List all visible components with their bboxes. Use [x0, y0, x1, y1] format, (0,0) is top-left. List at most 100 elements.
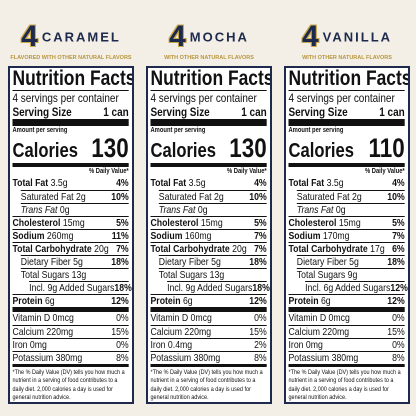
- rule: [12, 364, 129, 367]
- flavor-name: VANILLA: [322, 29, 393, 45]
- nutrient-row: Calcium 220mg 15%: [288, 325, 405, 338]
- nutrient-row: Total Sugars 13g: [20, 268, 129, 281]
- nutrient-row: Saturated Fat 2g 10%: [296, 190, 405, 203]
- serving-size: Serving Size 1 can: [12, 105, 128, 119]
- nutrient-amount: 5g: [349, 256, 359, 268]
- nutrient-amount: 13g: [209, 269, 225, 281]
- nutrient-row: Incl. 6g Added Sugars 12%: [305, 281, 408, 294]
- nutrient-name: Iron: [12, 339, 28, 351]
- rule: [150, 307, 267, 312]
- flavor-panel: 4 MOCHA WITH OTHER NATURAL FLAVORS Nutritio…: [146, 0, 272, 416]
- daily-value: 10%: [249, 191, 267, 203]
- nutrient-name: Calcium: [12, 326, 44, 338]
- rule: [150, 364, 267, 367]
- nutrient-row: Protein 6g 12%: [12, 294, 129, 307]
- nutrient-row: Vitamin D 0mcg 0%: [12, 312, 128, 325]
- nutrient-row: Total Fat 3.5g 4%: [12, 177, 128, 190]
- daily-value: 12%: [387, 295, 405, 307]
- nutrient-name: Incl. 9g Added Sugars: [29, 282, 115, 294]
- nutrient-name: Dietary Fiber: [158, 256, 209, 268]
- nutrient: Calcium 220mg: [150, 326, 211, 338]
- daily-value: 12%: [249, 295, 267, 307]
- nutrient-amount: 0mcg: [190, 312, 212, 324]
- nutrient-amount: 3.5g: [50, 177, 68, 189]
- nutrient-amount: 2g: [214, 191, 224, 203]
- nutrient-name: Saturated Fat: [20, 191, 74, 203]
- nutrient-amount: 5g: [211, 256, 221, 268]
- servings: 4 servings per container: [150, 91, 257, 105]
- nutrient: Iron 0mg: [12, 339, 46, 351]
- nutrient-amount: 5g: [73, 256, 83, 268]
- daily-value: 7%: [254, 230, 267, 242]
- nutrient-row: Incl. 9g Added Sugars 18%: [29, 281, 132, 294]
- daily-value: 12%: [111, 295, 129, 307]
- nutrient-name: Protein: [150, 295, 181, 307]
- nutrient: Total Fat 3.5g: [288, 177, 343, 190]
- flavor-name: CARAMEL: [41, 29, 121, 45]
- daily-value: 15%: [111, 326, 129, 338]
- nutrient-row: Dietary Fiber 5g 18%: [158, 255, 267, 268]
- label-title: Nutrition Facts: [150, 67, 272, 91]
- nutrient-name: Saturated Fat: [296, 191, 350, 203]
- flavor-panel: 4 CARAMEL FLAVORED WITH OTHER NATURAL FLAV…: [8, 0, 134, 416]
- count: 4: [21, 20, 38, 53]
- nutrient-amount: 15mg: [62, 217, 85, 229]
- label-body: Nutrition Facts 4 servings per container S…: [148, 67, 272, 402]
- nutrient-row: Protein 6g 12%: [288, 294, 405, 307]
- daily-value: 15%: [249, 326, 267, 338]
- nutrient: Calcium 220mg: [288, 326, 349, 338]
- nutrient: Saturated Fat 2g: [21, 191, 86, 203]
- rule: [288, 163, 405, 167]
- nutrient: Total Fat 3.5g: [150, 177, 205, 190]
- nutrient-name: Sodium: [12, 230, 45, 242]
- daily-value: 0%: [392, 339, 405, 351]
- nutrient: Protein 6g: [12, 295, 54, 307]
- nutrient: Dietary Fiber 5g: [297, 256, 359, 268]
- nutrient: Saturated Fat 2g: [159, 191, 224, 203]
- nutrient-row: Calcium 220mg 15%: [12, 325, 129, 338]
- nutrient-name: Potassium: [150, 352, 192, 364]
- panel-header: 4 MOCHA: [146, 20, 272, 54]
- nutrient-amount: 220mg: [46, 326, 74, 338]
- nutrient-name: Vitamin D: [12, 312, 51, 324]
- nutrient: Incl. 9g Added Sugars: [167, 282, 252, 294]
- daily-value: 4%: [254, 177, 267, 189]
- panel-header: 4 CARAMEL: [8, 20, 134, 54]
- daily-value: 18%: [249, 256, 267, 268]
- nutrient-row: Total Carbohydrate 20g 7%: [150, 242, 267, 255]
- serving-size-label: Serving Size: [288, 105, 348, 119]
- nutrient: Total Fat 3.5g: [12, 177, 67, 190]
- nutrient-row: Cholesterol 15mg 5%: [288, 216, 405, 229]
- nutrient: Vitamin D 0mcg: [12, 312, 73, 325]
- nutrient-amount: 170mg: [322, 230, 350, 242]
- nutrient: Saturated Fat 2g: [297, 191, 362, 203]
- nutrient-name: Iron: [150, 339, 166, 351]
- nutrient-row: Total Sugars 9g: [296, 268, 405, 281]
- nutrient-amount: 6g: [182, 295, 193, 307]
- rule: [288, 364, 405, 367]
- nutrient-amount: 0.4mg: [167, 339, 193, 351]
- count: 4: [301, 20, 319, 53]
- nutrient-row: Sodium 170mg 7%: [288, 229, 405, 242]
- nutrient-row: Total Carbohydrate 20g 7%: [12, 242, 129, 255]
- flavor-note: WITH OTHER NATURAL FLAVORS: [302, 55, 392, 61]
- nutrient-name: Total Sugars: [158, 269, 208, 281]
- rule: [12, 307, 129, 312]
- nutrient-name: Total Fat: [150, 177, 187, 189]
- nutrient-name: Potassium: [288, 352, 330, 364]
- nutrient-row: Trans Fat 0g: [158, 203, 267, 216]
- nutrient-amount: 9g: [347, 269, 358, 281]
- rule: [150, 163, 267, 167]
- nutrient: Vitamin D 0mcg: [288, 312, 349, 325]
- nutrient-name: Dietary Fiber: [20, 256, 71, 268]
- daily-value: 11%: [111, 230, 129, 242]
- nutrient-amount: 0g: [335, 204, 346, 216]
- daily-value: 7%: [254, 243, 267, 255]
- nutrient-amount: 13g: [71, 269, 87, 281]
- nutrient: Sodium 260mg: [12, 230, 73, 242]
- nutrient: Total Sugars 13g: [21, 269, 86, 281]
- serving-size-label: Serving Size: [12, 105, 72, 119]
- nutrient-amount: 380mg: [193, 352, 221, 364]
- amount-per-serving: Amount per serving: [12, 127, 68, 134]
